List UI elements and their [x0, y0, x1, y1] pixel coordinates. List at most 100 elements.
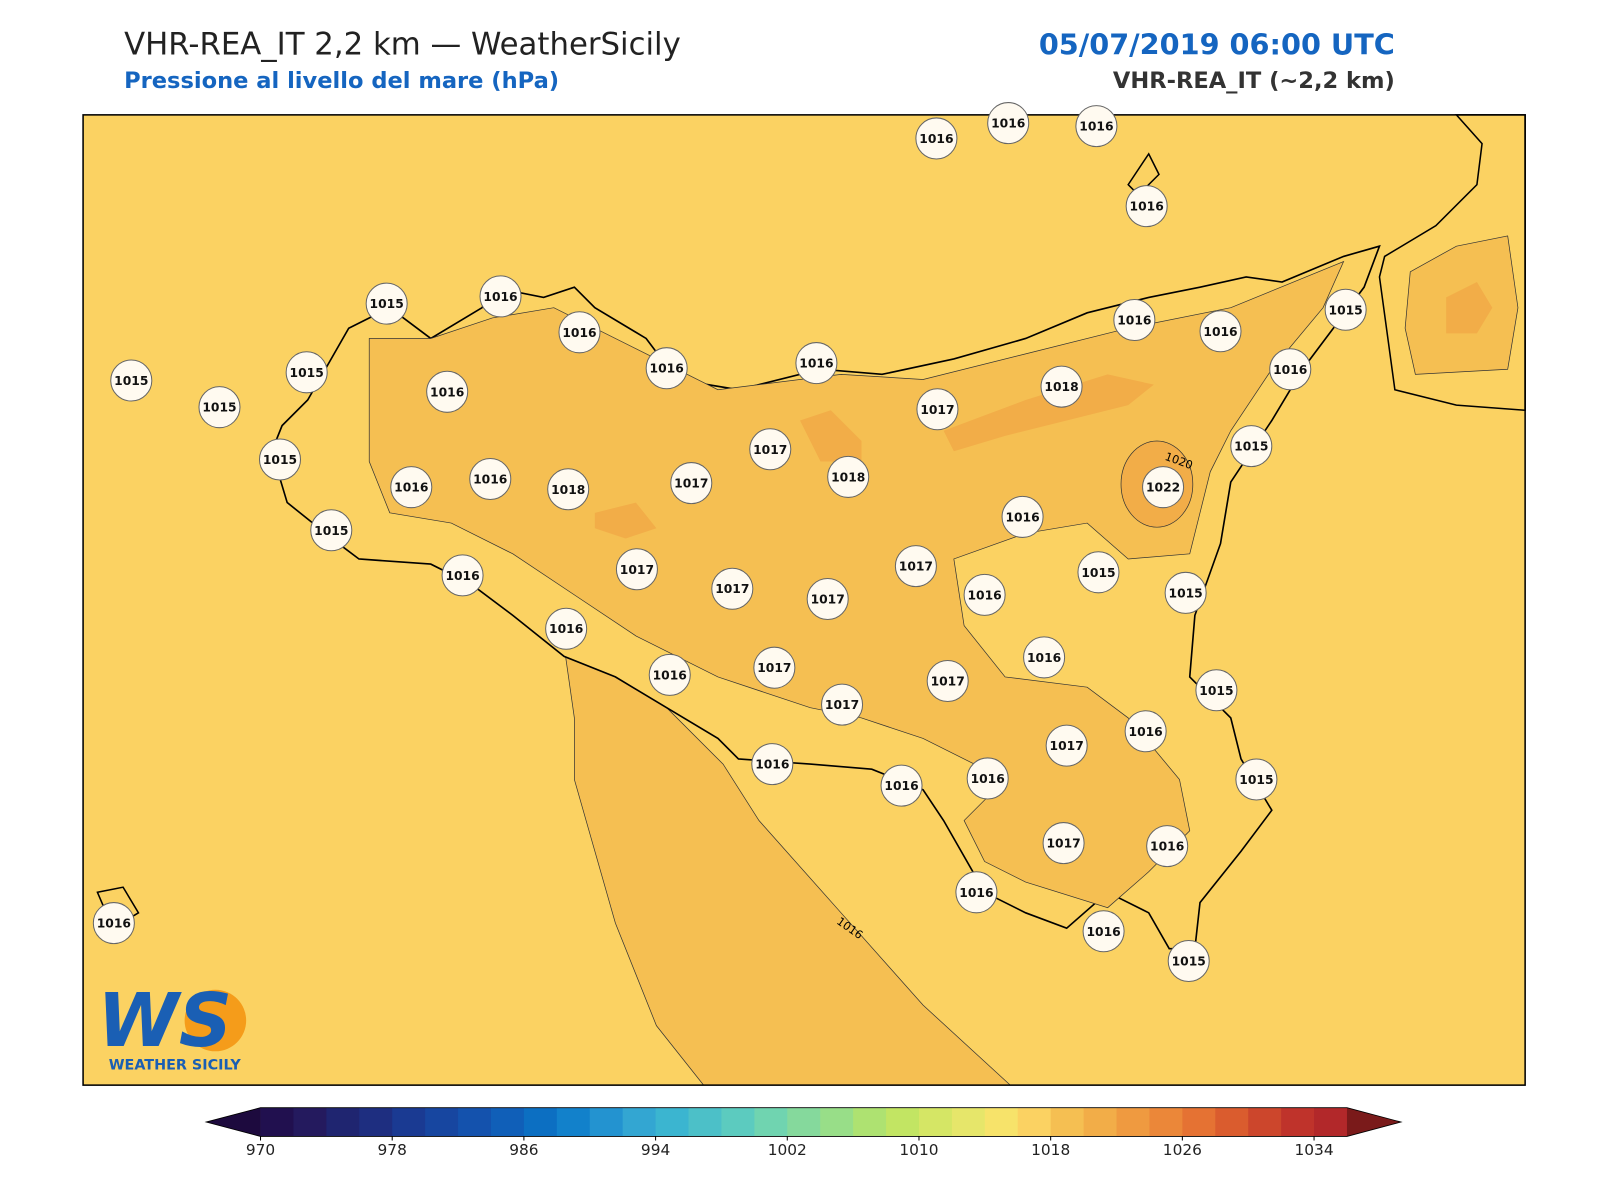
station-value: 1016 — [1130, 200, 1164, 214]
colorbar-bin — [754, 1107, 788, 1137]
station-marker — [479, 275, 522, 318]
station-marker — [1075, 105, 1118, 148]
station-marker — [711, 567, 754, 610]
colorbar-under — [206, 1107, 261, 1137]
station-value: 1016 — [799, 357, 833, 371]
station-value: 1015 — [370, 297, 404, 311]
station-marker — [821, 683, 864, 726]
station-marker — [966, 757, 1009, 800]
title: VHR-REA_IT 2,2 km — WeatherSicily — [124, 26, 681, 62]
colorbar-bin — [853, 1107, 887, 1137]
station-marker — [1077, 551, 1120, 594]
colorbar-bin — [458, 1107, 492, 1137]
station-value: 1016 — [97, 917, 131, 931]
station-marker — [558, 311, 601, 354]
colorbar-tick-label: 1002 — [768, 1141, 807, 1159]
station-marker — [987, 102, 1030, 145]
station-marker — [1235, 758, 1278, 801]
colorbar-bin — [688, 1107, 722, 1137]
station-value: 1018 — [551, 483, 585, 497]
station-marker — [915, 117, 958, 160]
station-marker — [310, 509, 353, 552]
station-value: 1015 — [1329, 303, 1363, 317]
station-marker — [1199, 310, 1242, 353]
station-value: 1017 — [920, 403, 954, 417]
colorbar-tick-label: 978 — [378, 1141, 407, 1159]
station-marker — [880, 764, 923, 807]
colorbar-bin — [622, 1107, 657, 1137]
station-marker — [926, 660, 969, 703]
station-value: 1016 — [473, 473, 507, 487]
station-marker — [827, 455, 870, 498]
station-value: 1016 — [755, 758, 789, 772]
station-marker — [92, 902, 135, 945]
station-marker — [547, 468, 590, 511]
station-marker — [1082, 910, 1125, 953]
station-value: 1016 — [919, 132, 953, 146]
colorbar-bin — [655, 1107, 690, 1137]
station-marker — [1142, 466, 1185, 509]
station-marker — [441, 554, 484, 597]
colorbar: 970 978 986 994 1002 1010 1018 1026 1034 — [204, 1107, 1403, 1159]
colorbar-bin — [359, 1107, 393, 1137]
colorbar-tick-label: 1010 — [899, 1141, 938, 1159]
colorbar-bin — [1149, 1107, 1183, 1137]
colorbar-bin — [787, 1107, 821, 1137]
station-value: 1016 — [562, 326, 596, 340]
colorbar-bin — [1050, 1107, 1085, 1137]
station-value: 1015 — [1239, 773, 1273, 787]
station-marker — [469, 457, 512, 500]
station-marker — [1167, 940, 1210, 983]
station-value: 1017 — [753, 443, 787, 457]
station-marker — [645, 347, 688, 390]
colorbar-bin — [1248, 1107, 1282, 1137]
station-value: 1016 — [445, 569, 479, 583]
station-marker — [894, 545, 937, 588]
station-marker — [670, 462, 713, 505]
station-value: 1016 — [1027, 651, 1061, 665]
colorbar-bin — [1017, 1107, 1052, 1137]
colorbar-bin — [1083, 1107, 1118, 1137]
station-value: 1016 — [549, 622, 583, 636]
station-value: 1015 — [1169, 586, 1203, 600]
station-marker — [426, 370, 469, 413]
colorbar-bin — [984, 1107, 1019, 1137]
station-value: 1016 — [1117, 314, 1151, 328]
colorbar-bin — [1314, 1107, 1348, 1137]
station-value: 1016 — [959, 886, 993, 900]
colorbar-bin — [1281, 1107, 1315, 1137]
colorbar-bin — [556, 1107, 591, 1137]
station-value: 1017 — [899, 560, 933, 574]
station-value: 1018 — [831, 470, 865, 484]
station-marker — [963, 573, 1006, 616]
station-value: 1017 — [931, 675, 965, 689]
station-value: 1016 — [991, 117, 1025, 131]
station-marker — [1045, 724, 1088, 767]
station-marker — [806, 577, 849, 620]
station-marker — [1146, 825, 1189, 868]
colorbar-bin — [293, 1107, 327, 1137]
station-marker — [1040, 365, 1083, 408]
station-value: 1017 — [1046, 837, 1080, 851]
station-marker — [545, 607, 588, 650]
station-value: 1016 — [430, 385, 464, 399]
station-value: 1016 — [394, 481, 428, 495]
station-marker — [1269, 348, 1312, 391]
colorbar-tick-label: 1026 — [1163, 1141, 1202, 1159]
station-value: 1017 — [757, 661, 791, 675]
colorbar-tick-label: 986 — [509, 1141, 538, 1159]
station-marker — [648, 653, 691, 696]
station-marker — [390, 466, 433, 509]
colorbar-bin — [1116, 1107, 1150, 1137]
station-value: 1016 — [483, 290, 517, 304]
station-marker — [751, 743, 794, 786]
subtitle: Pressione al livello del mare (hPa) — [124, 68, 559, 94]
model: VHR-REA_IT (~2,2 km) — [1113, 68, 1395, 94]
station-value: 1016 — [1150, 840, 1184, 854]
station-marker — [110, 359, 153, 402]
station-value: 1016 — [653, 668, 687, 682]
colorbar-bin — [589, 1107, 624, 1137]
station-value: 1016 — [650, 362, 684, 376]
colorbar-tick-label: 994 — [641, 1141, 670, 1159]
